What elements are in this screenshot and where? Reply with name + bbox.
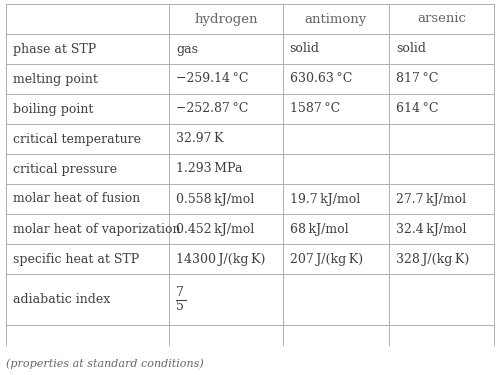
Text: 14300 J/(kg K): 14300 J/(kg K): [176, 252, 266, 266]
Text: −252.87 °C: −252.87 °C: [176, 102, 249, 116]
Text: arsenic: arsenic: [417, 12, 466, 26]
Text: 1587 °C: 1587 °C: [290, 102, 340, 116]
Text: antimony: antimony: [305, 12, 367, 26]
Text: molar heat of vaporization: molar heat of vaporization: [13, 222, 180, 236]
Text: (properties at standard conditions): (properties at standard conditions): [6, 358, 204, 369]
Text: critical pressure: critical pressure: [13, 162, 117, 176]
Text: 68 kJ/mol: 68 kJ/mol: [290, 222, 348, 236]
Text: boiling point: boiling point: [13, 102, 94, 116]
Text: 1.293 MPa: 1.293 MPa: [176, 162, 243, 176]
Text: −259.14 °C: −259.14 °C: [176, 72, 249, 86]
Text: gas: gas: [176, 42, 199, 56]
Text: 817 °C: 817 °C: [396, 72, 438, 86]
Text: 32.97 K: 32.97 K: [176, 132, 224, 146]
Text: 0.558 kJ/mol: 0.558 kJ/mol: [176, 192, 254, 206]
Text: melting point: melting point: [13, 72, 98, 86]
Text: 614 °C: 614 °C: [396, 102, 438, 116]
Text: 19.7 kJ/mol: 19.7 kJ/mol: [290, 192, 360, 206]
Text: solid: solid: [396, 42, 426, 56]
Text: molar heat of fusion: molar heat of fusion: [13, 192, 140, 206]
Text: hydrogen: hydrogen: [194, 12, 258, 26]
Text: phase at STP: phase at STP: [13, 42, 96, 56]
Text: critical temperature: critical temperature: [13, 132, 141, 146]
Text: 328 J/(kg K): 328 J/(kg K): [396, 252, 469, 266]
Text: 27.7 kJ/mol: 27.7 kJ/mol: [396, 192, 466, 206]
Text: 7: 7: [176, 286, 184, 299]
Text: 5: 5: [176, 300, 184, 313]
Text: solid: solid: [290, 42, 320, 56]
Text: 0.452 kJ/mol: 0.452 kJ/mol: [176, 222, 254, 236]
Text: 32.4 kJ/mol: 32.4 kJ/mol: [396, 222, 466, 236]
Text: 207 J/(kg K): 207 J/(kg K): [290, 252, 363, 266]
Text: 630.63 °C: 630.63 °C: [290, 72, 352, 86]
Text: specific heat at STP: specific heat at STP: [13, 252, 139, 266]
Text: adiabatic index: adiabatic index: [13, 293, 110, 306]
